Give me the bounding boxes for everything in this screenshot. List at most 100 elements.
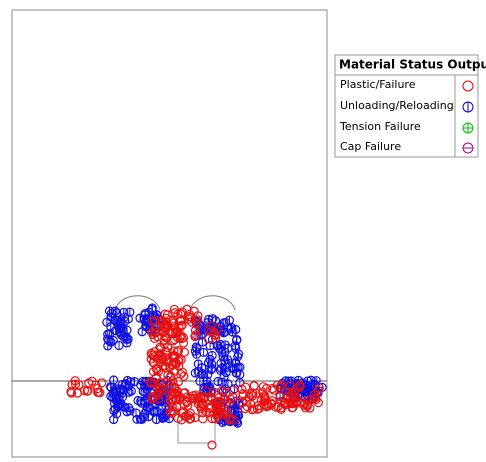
status-marker (276, 380, 286, 390)
status-marker (167, 408, 177, 419)
status-marker (241, 382, 251, 392)
status-marker (224, 415, 235, 425)
status-marker (266, 398, 276, 408)
status-marker (219, 409, 229, 419)
status-marker (147, 394, 157, 405)
legend-label: Unloading/Reloading (340, 99, 454, 112)
status-marker (148, 367, 159, 377)
status-marker (194, 392, 204, 402)
legend-symbol (462, 142, 474, 154)
status-marker (173, 391, 183, 401)
status-marker (206, 402, 216, 412)
status-marker (207, 440, 217, 450)
status-marker (170, 323, 180, 334)
status-marker (177, 367, 187, 377)
status-marker (212, 324, 222, 334)
status-marker (275, 392, 285, 402)
status-marker (272, 380, 283, 390)
status-marker (185, 408, 195, 418)
status-marker (300, 403, 311, 413)
status-marker (276, 396, 286, 406)
status-marker (146, 348, 156, 358)
status-marker (164, 383, 174, 394)
status-marker (276, 403, 286, 413)
status-marker (160, 323, 170, 334)
status-marker (66, 387, 76, 397)
status-marker (251, 388, 261, 399)
status-marker (260, 391, 270, 401)
status-marker (181, 396, 191, 407)
legend-title: Material Status Output (339, 58, 486, 72)
status-marker (247, 405, 257, 415)
status-marker (158, 317, 168, 327)
status-marker (179, 347, 190, 357)
status-marker (185, 414, 195, 424)
status-marker (186, 312, 196, 323)
status-marker (179, 371, 189, 381)
status-marker (72, 388, 83, 398)
status-marker (207, 413, 217, 424)
status-marker (288, 402, 298, 413)
status-marker (167, 401, 177, 412)
status-marker (191, 319, 202, 330)
status-marker (191, 330, 201, 340)
status-marker (168, 397, 178, 407)
status-marker (281, 394, 291, 404)
status-marker (205, 403, 215, 414)
status-marker (173, 309, 183, 319)
status-marker (152, 353, 163, 363)
status-marker (147, 327, 157, 337)
status-marker (300, 398, 310, 409)
status-marker (173, 345, 184, 356)
status-marker (190, 325, 201, 336)
status-marker (176, 369, 186, 379)
legend: Material Status Output Plastic/Failure U… (334, 54, 486, 158)
status-marker (196, 403, 206, 414)
status-marker (157, 378, 167, 388)
status-marker (206, 392, 216, 402)
status-marker (173, 356, 183, 366)
status-marker (203, 334, 214, 344)
legend-label: Cap Failure (340, 140, 401, 153)
status-marker (215, 396, 225, 406)
legend-label: Tension Failure (339, 120, 421, 133)
legend-box (334, 54, 479, 158)
status-marker (83, 386, 93, 396)
status-marker (198, 408, 208, 418)
status-marker (246, 389, 256, 400)
status-markers (66, 303, 327, 450)
status-marker (203, 325, 214, 335)
legend-symbol (462, 80, 474, 92)
status-marker (210, 333, 221, 344)
legend-symbol (462, 122, 474, 134)
status-marker (165, 407, 175, 417)
status-marker (165, 362, 175, 372)
status-marker (162, 310, 173, 320)
status-marker (179, 399, 189, 409)
status-marker (149, 316, 160, 326)
legend-label: Plastic/Failure (340, 78, 416, 91)
status-marker (155, 342, 165, 352)
status-marker (92, 383, 103, 394)
status-marker (287, 396, 297, 406)
status-marker (252, 404, 263, 414)
status-marker (212, 390, 222, 400)
status-marker (176, 321, 186, 331)
status-marker (223, 409, 233, 419)
status-marker (167, 376, 178, 386)
status-marker (210, 330, 220, 340)
status-marker (162, 357, 172, 367)
status-marker (258, 382, 268, 392)
status-marker (228, 385, 238, 395)
status-marker (201, 386, 211, 396)
status-marker (153, 332, 163, 342)
legend-symbol (462, 101, 474, 113)
status-marker (210, 414, 220, 424)
status-marker (295, 380, 305, 390)
status-marker (70, 379, 81, 389)
tunnel-outline (114, 295, 236, 311)
status-marker (313, 386, 323, 396)
status-marker (225, 394, 236, 405)
